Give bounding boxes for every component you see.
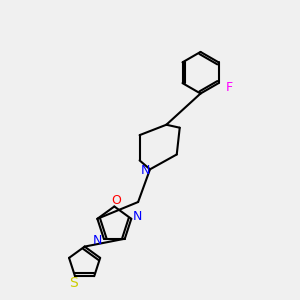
Text: F: F — [225, 81, 233, 94]
Text: O: O — [111, 194, 121, 207]
Text: N: N — [93, 234, 102, 247]
Text: N: N — [133, 210, 142, 223]
Text: N: N — [141, 164, 150, 177]
Text: S: S — [69, 276, 78, 290]
